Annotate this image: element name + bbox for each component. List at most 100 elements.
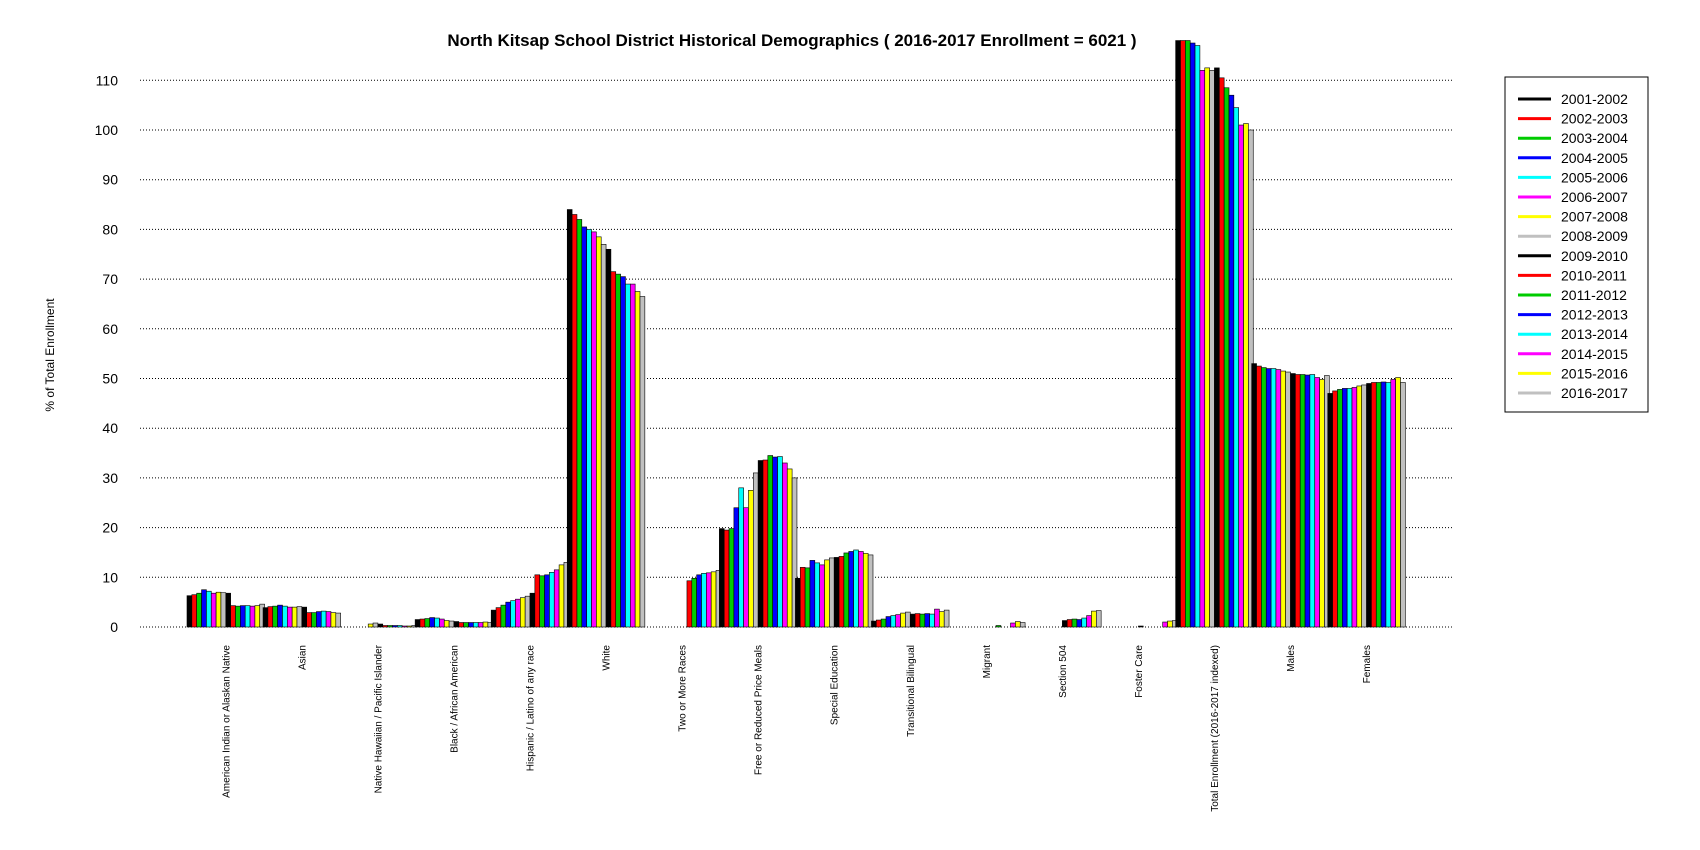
bar [1223,87,1230,628]
bar [858,551,864,628]
bar [544,574,550,628]
bar [1380,381,1387,628]
category-label: Special Education [830,645,841,725]
bar [495,607,502,628]
bar [586,229,592,628]
bar [1189,42,1196,628]
bar [515,598,521,628]
bar [439,618,445,628]
y-tick-label: 0 [110,619,118,635]
bar [539,575,545,628]
bar [1371,382,1377,628]
bar [429,617,435,628]
bar [719,528,725,628]
bar [710,571,717,628]
bar [553,569,560,628]
bar [772,456,778,628]
bar [1251,363,1257,628]
category-label: Native Hawaiian / Pacific Islander [373,644,384,793]
bar [419,618,426,628]
bar [600,244,607,628]
bar [862,553,869,628]
bar [1062,620,1068,628]
bar [510,600,516,628]
bar [900,612,906,628]
y-axis-title: % of Total Enrollment [43,298,57,412]
bar [929,613,935,628]
legend-label: 2002-2003 [1561,111,1628,127]
bar [372,622,379,628]
bar [786,468,793,628]
legend-label: 2010-2011 [1561,267,1627,283]
bar [1356,385,1362,628]
bar [244,605,251,628]
y-tick-label: 90 [102,172,118,188]
bar [206,590,212,628]
bar [1390,379,1396,628]
bar [701,573,707,628]
bar [262,607,269,628]
bar [843,552,850,628]
legend-box [1504,76,1649,413]
y-tick-label: 50 [102,371,118,387]
legend-label: 2005-2006 [1561,169,1628,185]
bar [434,617,440,628]
bar [267,606,274,628]
bar [414,619,421,628]
bar [591,231,597,628]
bar [696,574,702,628]
bar [824,559,830,628]
bar [240,605,246,628]
bar [524,595,531,628]
bar [838,556,845,628]
category-label: Section 504 [1058,645,1069,698]
bar [939,611,945,628]
bar [596,236,602,628]
bar [1395,377,1401,628]
bar [706,572,712,628]
bar [581,226,587,628]
bar [880,618,887,628]
bar [833,557,840,628]
bar [443,620,450,628]
bar [1346,388,1353,628]
legend-label: 2014-2015 [1561,346,1628,362]
bar [519,597,526,628]
bar [924,613,930,628]
bar [558,564,565,628]
bar [799,567,806,628]
y-tick-label: 20 [102,520,118,536]
bar [566,209,573,628]
bar [382,625,388,628]
bar [629,283,636,628]
bar [392,625,398,628]
bar [1385,382,1392,628]
bar [634,291,641,628]
bar [728,528,735,628]
category-label: Transitional Bilingual [906,645,917,737]
bar [576,219,583,628]
bar [1228,94,1235,628]
bar [919,613,926,628]
bar [225,592,231,628]
category-label: Females [1362,645,1373,683]
bar [1071,618,1078,628]
bar [1086,615,1092,628]
bar [1185,40,1191,628]
bar [296,606,303,628]
category-label: Free or Reduced Price Meals [754,645,765,775]
bar [1019,622,1026,628]
bar [254,605,261,628]
bar [1351,387,1358,628]
bar [905,611,911,628]
y-tick-label: 110 [96,72,119,88]
bar [885,616,892,628]
category-label: Males [1286,645,1297,672]
bar [330,612,337,628]
bar [1175,40,1181,628]
bar [738,487,744,628]
bar [1214,67,1220,628]
bar [1194,45,1201,628]
bar [1265,368,1272,628]
bar [468,622,474,628]
